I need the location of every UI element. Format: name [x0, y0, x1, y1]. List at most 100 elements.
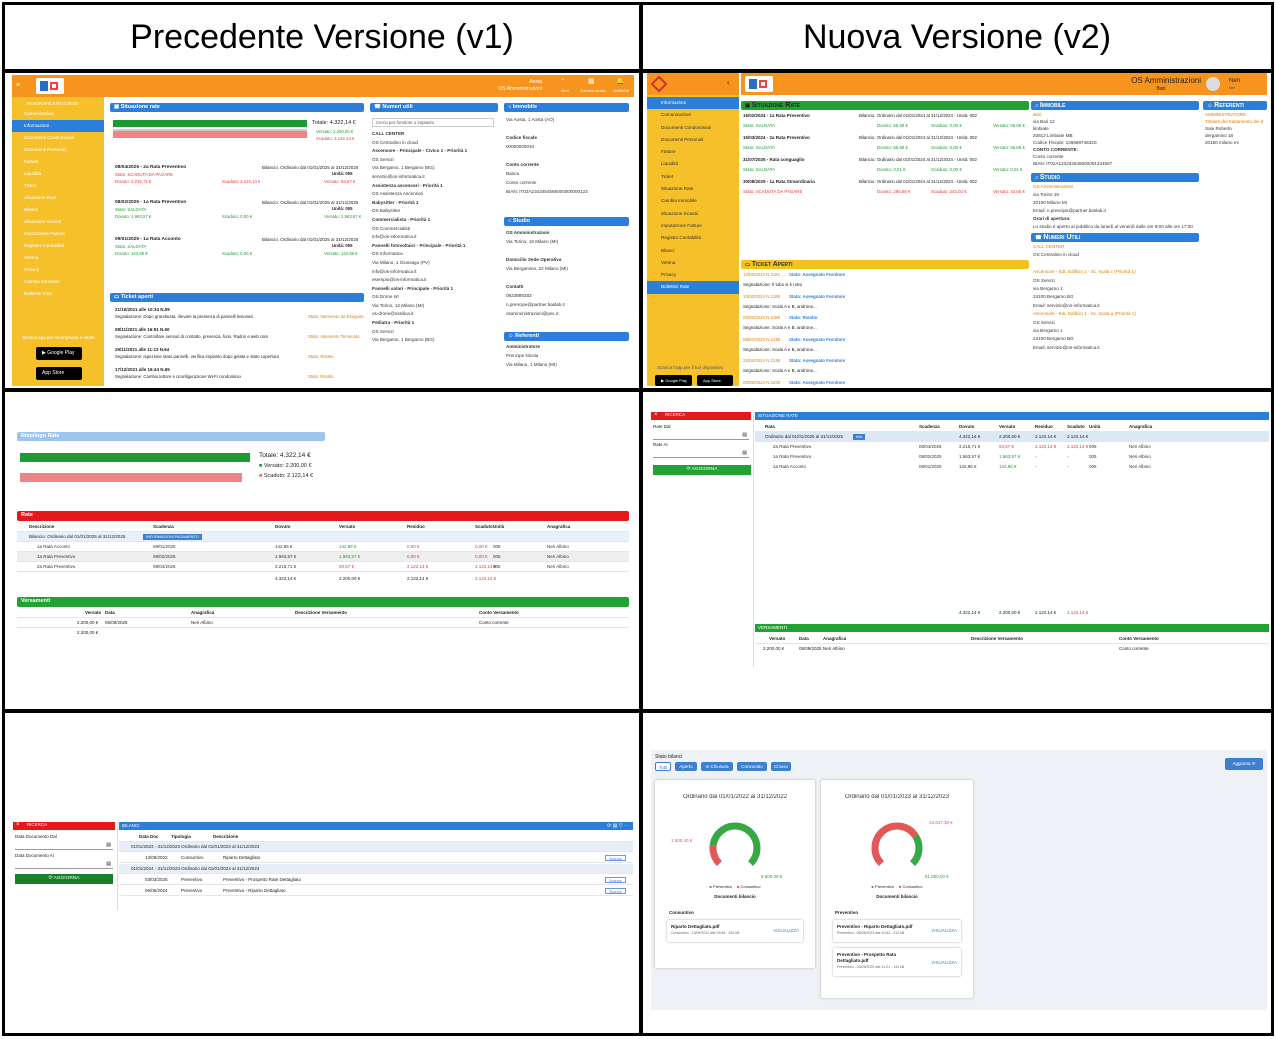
table-row[interactable]: 1a Rata Acconto 09/01/2025 142,86 € 142,86 …: [17, 542, 629, 552]
filter-chiuso[interactable]: Chiuso: [771, 762, 791, 771]
sidebar-item[interactable]: Liquidità: [24, 171, 42, 176]
sidebar-item[interactable]: Informazioni: [647, 97, 739, 110]
filter-tutti[interactable]: Tutti: [655, 762, 671, 771]
sidebar-item[interactable]: Situazione Rate: [661, 186, 694, 192]
sidebar-item[interactable]: Cambia Immobile: [661, 198, 697, 204]
sidebar-item[interactable]: Documenti Condominiali: [661, 124, 711, 130]
sidebar-item[interactable]: Documenti Personali: [24, 147, 67, 152]
column-header[interactable]: Data Doc: [139, 834, 159, 839]
app-store-badge[interactable]: App Store: [36, 367, 82, 380]
table-row[interactable]: 1a Rata Preventivo 08/02/2025 1.963,57 € 1.…: [755, 452, 1269, 462]
document-item[interactable]: Preventivo - Prospetto Rata Dettagliato.…: [833, 948, 961, 976]
column-header[interactable]: Residuo: [1035, 424, 1053, 429]
table-row[interactable]: 03/03/2025 Preventivo Preventivo - Prospet…: [119, 875, 633, 885]
column-header[interactable]: Descrizione: [213, 834, 239, 839]
close-icon[interactable]: ×: [654, 412, 658, 418]
avatar[interactable]: [1206, 77, 1220, 91]
column-header[interactable]: Tipologia: [171, 834, 191, 839]
sidebar-item[interactable]: Bilanci: [24, 207, 38, 212]
column-header[interactable]: Conto Versamento: [1119, 636, 1159, 641]
numeri-search-input[interactable]: Cerca per fornitore o impianto: [372, 118, 494, 127]
visualizza-button[interactable]: VISUALIZZA: [773, 928, 799, 933]
table-row[interactable]: 06/05/2024 Preventivo Preventivo - Riparto…: [119, 886, 633, 896]
sidebar-item[interactable]: Comunicazioni: [661, 112, 692, 118]
sidebar-item[interactable]: Vetrina: [661, 259, 676, 265]
visualizza-button[interactable]: VISUALIZZA: [931, 928, 957, 933]
ticket-date[interactable]: 08/11/2021 alle 16:51 N.60: [115, 327, 170, 332]
column-header[interactable]: Scaduto: [1067, 424, 1085, 429]
data-al-input[interactable]: ▤: [15, 861, 113, 869]
column-header[interactable]: Versato: [339, 524, 356, 529]
sidebar-item[interactable]: Vetrina: [24, 255, 39, 260]
sidebar-item[interactable]: Privacy: [24, 267, 40, 272]
table-row[interactable]: 2a Rata Preventivo 08/04/2025 2.215,71 € 93…: [17, 562, 629, 572]
column-header[interactable]: Anagrafica: [547, 524, 571, 529]
table-row[interactable]: 13/09/2022 Consuntivo Riparto Dettagliato S…: [119, 853, 633, 863]
sidebar-item[interactable]: Cambia Immobile: [24, 279, 60, 284]
user-icon[interactable]: ◔: [560, 77, 565, 84]
ticket-date[interactable]: 05/05/2024 N.2200: [743, 379, 781, 385]
ticket-date[interactable]: 05/03/2024 N.1189: [743, 315, 781, 320]
column-header[interactable]: Residuo: [407, 524, 425, 529]
ticket-date[interactable]: 29/11/2021 alle 11:13 N.64: [115, 347, 170, 352]
sidebar-item[interactable]: Liquidità: [661, 161, 679, 167]
column-header[interactable]: Data: [799, 636, 809, 641]
sidebar-item[interactable]: Privacy: [661, 272, 677, 278]
sidebar-item[interactable]: Documenti Condominiali: [24, 135, 74, 140]
data-dal-input[interactable]: ▤: [15, 842, 113, 850]
sidebar-item[interactable]: Imputazione Fatture: [24, 231, 65, 236]
sidebar-item[interactable]: Situazione Incassi: [24, 219, 62, 224]
document-item[interactable]: Preventivo - Riparto Dettagliato.pdf Prev…: [833, 920, 961, 942]
column-header[interactable]: Anagrafica: [1129, 424, 1153, 429]
sidebar-item[interactable]: Bilanci: [661, 247, 675, 253]
column-header[interactable]: Versato: [769, 636, 786, 641]
sidebar-item[interactable]: Ticket: [24, 183, 37, 188]
group-row[interactable]: Bilancio: Ordinario dal 01/01/2025 al 31…: [17, 532, 629, 542]
column-header[interactable]: Descrizione Versamento: [295, 610, 348, 615]
sidebar-item[interactable]: Situazione Incassi: [661, 210, 699, 216]
table-row[interactable]: 2.200,00 €05/09/2025 Neri Albino Conto cor…: [17, 618, 629, 628]
close-icon[interactable]: ×: [16, 822, 20, 828]
sidebar-item[interactable]: Registro Contabilità: [24, 243, 65, 248]
column-header[interactable]: Unità: [1089, 424, 1101, 429]
group-row[interactable]: 01/01/2023 - 31/12/2023 Ordinario dal 01…: [119, 842, 633, 852]
rate-al-input[interactable]: ▤: [653, 450, 749, 458]
ticket-date[interactable]: 21/10/2021 alle 10:34 N.59: [115, 307, 170, 312]
sidebar-item[interactable]: Documenti Personali: [661, 136, 704, 142]
column-header[interactable]: Rata: [765, 424, 775, 429]
building-icon[interactable]: ▦: [588, 78, 595, 85]
ticket-date[interactable]: 08/04/2024 N.2195: [743, 336, 781, 342]
scarica-button[interactable]: Scarica: [605, 888, 626, 894]
menu-icon[interactable]: ≡: [16, 82, 21, 89]
ticket-date[interactable]: 22/04/2024 N.2196: [743, 358, 781, 363]
group-row[interactable]: Ordinario dal 01/01/2025 al 31/12/2025 In…: [755, 432, 1269, 442]
filter-in-chiusura[interactable]: In Chiusura: [701, 762, 733, 771]
toolbar-icons[interactable]: ⟳ ▤ ▽ ⋯: [607, 823, 629, 829]
sidebar-item[interactable]: Situazione Rate: [24, 195, 57, 200]
filter-aperto[interactable]: Aperto: [675, 762, 697, 771]
sidebar-item[interactable]: Fatture: [661, 149, 676, 155]
column-header[interactable]: Dovuto: [959, 424, 975, 429]
aggiorna-button[interactable]: ⟳ AGGIORNA: [653, 465, 751, 475]
info-badge[interactable]: Info: [853, 434, 866, 440]
rate-dal-input[interactable]: ▤: [653, 432, 749, 440]
table-row[interactable]: 2.200,00 €05/09/2025 Neri Albino Conto cor…: [755, 644, 1269, 654]
filter-convocato[interactable]: Convocato: [737, 762, 767, 771]
sidebar-item[interactable]: Informazioni: [12, 120, 104, 132]
scarica-button[interactable]: Scarica: [605, 855, 626, 861]
column-header[interactable]: Descrizione Versamento: [971, 636, 1024, 641]
column-header[interactable]: Scaduto: [475, 524, 493, 529]
table-row[interactable]: 1a Rata Preventivo 08/02/2025 1.963,57 € 1.…: [17, 552, 629, 562]
bell-icon[interactable]: 🔔: [616, 78, 625, 85]
sidebar-item[interactable]: Imputazione Fatture: [661, 222, 702, 228]
column-header[interactable]: Descrizione: [29, 524, 55, 529]
column-header[interactable]: Conto Versamento: [479, 610, 519, 615]
column-header[interactable]: Data: [105, 610, 115, 615]
sidebar-item[interactable]: Bollettini Rate: [24, 291, 53, 296]
google-play-badge[interactable]: ▶ Google Play: [655, 375, 692, 386]
column-header[interactable]: Anagrafica: [191, 610, 215, 615]
collapse-icon[interactable]: ‹: [727, 78, 730, 87]
group-row[interactable]: 01/01/2024 - 31/12/2024 Ordinario dal 01…: [119, 864, 633, 874]
aggiorna-button[interactable]: ⟳ AGGIORNA: [15, 874, 113, 884]
ticket-date[interactable]: 12/03/2024 N.1181: [743, 272, 781, 277]
